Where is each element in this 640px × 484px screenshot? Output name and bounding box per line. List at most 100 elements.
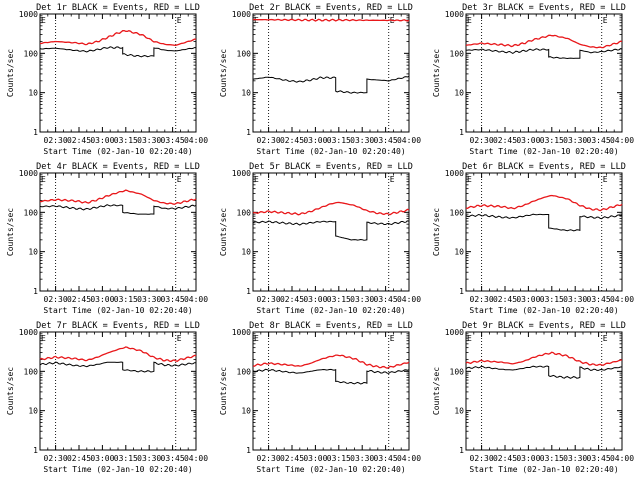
x-tick-label: 03:15 (114, 136, 138, 145)
x-tick-label: 03:00 (516, 454, 540, 463)
x-tick-label: 02:45 (493, 454, 517, 463)
y-tick-label: 1 (459, 287, 464, 296)
panel-det-5: Det 5r BLACK = Events, RED = LLD 1 10 100 10… (219, 162, 421, 315)
x-tick-label: 03:00 (90, 136, 114, 145)
x-tick-label: 02:30 (257, 295, 281, 304)
x-tick-label: 03:15 (540, 454, 564, 463)
y-axis-label: Counts/sec (219, 49, 228, 97)
lld-series-line (465, 351, 623, 366)
x-tick-label: 02:45 (280, 295, 304, 304)
x-tick-label: 03:30 (137, 136, 161, 145)
lld-series-line (39, 346, 197, 363)
panel-det-6: Det 6r BLACK = Events, RED = LLD 1 10 100 10… (432, 162, 634, 315)
x-tick-label: 03:15 (327, 454, 351, 463)
panel-det-8: Det 8r BLACK = Events, RED = LLD 1 10 100 10… (219, 321, 421, 474)
x-tick-label: 04:00 (397, 295, 421, 304)
x-tick-label: 02:45 (67, 454, 91, 463)
y-tick-label: 1 (246, 287, 251, 296)
segment-mark: E (467, 334, 472, 343)
y-tick-label: 100 (24, 367, 39, 376)
plot-frame (465, 331, 623, 451)
x-tick-label: 02:30 (257, 136, 281, 145)
lld-series-line (252, 201, 410, 216)
y-tick-label: 1 (33, 446, 38, 455)
y-tick-label: 1000 (232, 169, 251, 178)
y-tick-label: 1 (33, 287, 38, 296)
y-tick-label: 10 (454, 89, 464, 98)
segment-mark: E (467, 175, 472, 184)
y-tick-label: 100 (237, 367, 252, 376)
x-tick-label: 03:45 (161, 454, 185, 463)
x-tick-label: 03:30 (137, 454, 161, 463)
panel-title: Det 9r BLACK = Events, RED = LLD (462, 321, 626, 331)
x-tick-label: 02:30 (470, 454, 494, 463)
y-tick-label: 1 (459, 446, 464, 455)
y-axis-label: Counts/sec (432, 208, 441, 256)
x-tick-label: 03:30 (350, 454, 374, 463)
x-tick-label: 03:45 (161, 136, 185, 145)
x-tick-label: 04:00 (397, 454, 421, 463)
y-tick-label: 10 (241, 248, 251, 257)
y-tick-label: 10 (28, 248, 38, 257)
y-axis-label: Counts/sec (432, 367, 441, 415)
segment-mark: E (603, 175, 608, 184)
events-series-line (39, 361, 197, 373)
y-tick-label: 10 (454, 407, 464, 416)
y-tick-label: 1000 (445, 169, 464, 178)
x-tick-label: 03:45 (374, 454, 398, 463)
y-tick-label: 100 (24, 208, 39, 217)
x-axis-label: Start Time (02-Jan-10 02:20:40) (43, 465, 192, 474)
x-axis-label: Start Time (02-Jan-10 02:20:40) (256, 465, 405, 474)
segment-mark: E (41, 334, 46, 343)
y-tick-label: 1000 (445, 10, 464, 19)
lld-series-line (39, 189, 197, 205)
y-axis-label: Counts/sec (219, 208, 228, 256)
x-tick-label: 02:45 (493, 136, 517, 145)
events-series-line (39, 46, 196, 58)
x-tick-label: 02:45 (280, 454, 304, 463)
segment-mark: E (603, 16, 608, 25)
x-tick-label: 02:45 (67, 136, 91, 145)
panel-title: Det 2r BLACK = Events, RED = LLD (249, 3, 413, 13)
y-tick-label: 10 (241, 407, 251, 416)
x-tick-label: 03:45 (161, 295, 185, 304)
y-tick-label: 1 (246, 446, 251, 455)
panel-det-3: Det 3r BLACK = Events, RED = LLD 1 10 100 10… (432, 3, 634, 156)
panel-title: Det 5r BLACK = Events, RED = LLD (249, 162, 413, 172)
x-tick-label: 03:00 (90, 454, 114, 463)
segment-mark: E (390, 175, 395, 184)
y-axis-label: Counts/sec (432, 49, 441, 97)
y-tick-label: 10 (28, 89, 38, 98)
panel-title: Det 3r BLACK = Events, RED = LLD (462, 3, 626, 13)
plot-frame (465, 13, 623, 133)
y-tick-label: 100 (237, 49, 252, 58)
y-tick-label: 10 (28, 407, 38, 416)
x-tick-label: 03:45 (374, 295, 398, 304)
segment-mark: E (390, 334, 395, 343)
panel-title: Det 4r BLACK = Events, RED = LLD (36, 162, 200, 172)
y-tick-label: 100 (237, 208, 252, 217)
x-axis-label: Start Time (02-Jan-10 02:20:40) (43, 147, 192, 156)
x-tick-label: 03:45 (587, 136, 611, 145)
x-axis-label: Start Time (02-Jan-10 02:20:40) (256, 306, 405, 315)
x-tick-label: 04:00 (184, 295, 208, 304)
lld-series-line (465, 34, 623, 49)
x-tick-label: 03:30 (137, 295, 161, 304)
y-tick-label: 100 (450, 208, 465, 217)
x-tick-label: 04:00 (610, 454, 634, 463)
y-axis-label: Counts/sec (6, 49, 15, 97)
x-axis-label: Start Time (02-Jan-10 02:20:40) (43, 306, 192, 315)
lld-series-line (39, 30, 197, 46)
plot-frame (252, 172, 410, 292)
segment-mark: E (254, 16, 259, 25)
panel-det-4: Det 4r BLACK = Events, RED = LLD 1 10 100 10… (6, 162, 208, 315)
x-tick-label: 03:15 (114, 454, 138, 463)
lld-series-line (465, 194, 623, 212)
panel-det-1: Det 1r BLACK = Events, RED = LLD 1 10 100 10… (6, 3, 208, 156)
x-tick-label: 02:30 (470, 136, 494, 145)
x-tick-label: 02:30 (44, 454, 68, 463)
x-axis-label: Start Time (02-Jan-10 02:20:40) (469, 306, 618, 315)
events-series-line (465, 365, 623, 379)
x-tick-label: 02:30 (44, 295, 68, 304)
x-axis-label: Start Time (02-Jan-10 02:20:40) (469, 147, 618, 156)
